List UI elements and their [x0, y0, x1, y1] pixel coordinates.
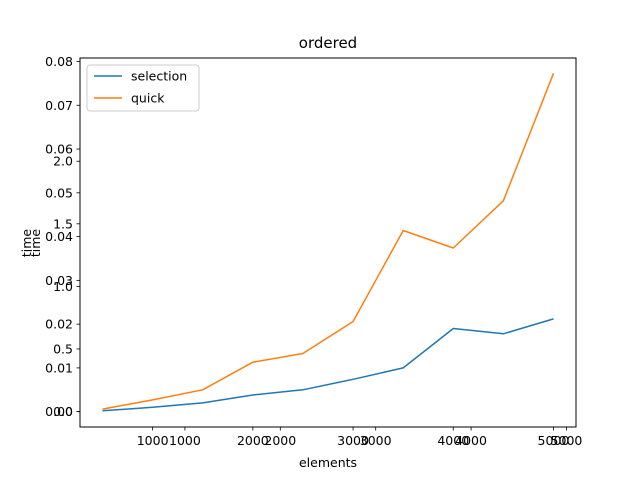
primary-y-tick-label: 0.01 — [45, 360, 73, 375]
axis-ticks: 1000 2000 3000 4000 5000 0.0 0.5 1.0 1.5 2.0 1000 2… — [45, 54, 582, 448]
secondary-y-tick-label: 1.0 — [53, 279, 73, 294]
primary-y-tick-label: 0.04 — [45, 229, 73, 244]
secondary-y-tick-label: 0.5 — [53, 341, 73, 356]
secondary-x-tick-label: 2000 — [264, 433, 296, 448]
plot-frame — [79, 57, 577, 428]
legend-label-quick: quick — [131, 91, 165, 106]
primary-x-tick-label: 5000 — [538, 433, 570, 448]
secondary-y-tick-label: 0.0 — [53, 404, 73, 419]
secondary-x-tick-label: 4000 — [455, 433, 487, 448]
y-axis-title-primary: time — [19, 229, 34, 258]
y-axis-title-secondary: time — [28, 229, 43, 258]
primary-y-tick-label: 0.05 — [45, 185, 73, 200]
secondary-y-tick-label: 2.0 — [53, 154, 73, 169]
primary-y-tick-label: 0.00 — [45, 404, 73, 419]
primary-x-tick-label: 1000 — [137, 433, 169, 448]
series-line-selection — [102, 318, 554, 412]
series-lines — [102, 73, 555, 412]
chart-title: ordered — [299, 34, 357, 52]
primary-y-tick-label: 0.07 — [45, 98, 73, 113]
primary-y-tick-label: 0.06 — [45, 142, 73, 157]
legend-label-selection: selection — [131, 69, 187, 84]
secondary-x-tick-label: 3000 — [360, 433, 392, 448]
primary-x-tick-label: 4000 — [437, 433, 469, 448]
secondary-x-tick-label: 1000 — [169, 433, 201, 448]
secondary-x-tick-label: 5000 — [551, 433, 583, 448]
primary-y-tick-label: 0.03 — [45, 273, 73, 288]
primary-y-tick-label: 0.08 — [45, 54, 73, 69]
legend: selection quick — [86, 64, 200, 112]
x-axis-title: elements — [299, 455, 357, 470]
primary-x-tick-label: 2000 — [237, 433, 269, 448]
secondary-y-tick-label: 1.5 — [53, 216, 73, 231]
primary-y-tick-label: 0.02 — [45, 317, 73, 332]
series-line-quick — [102, 73, 555, 410]
primary-x-tick-label: 3000 — [337, 433, 369, 448]
